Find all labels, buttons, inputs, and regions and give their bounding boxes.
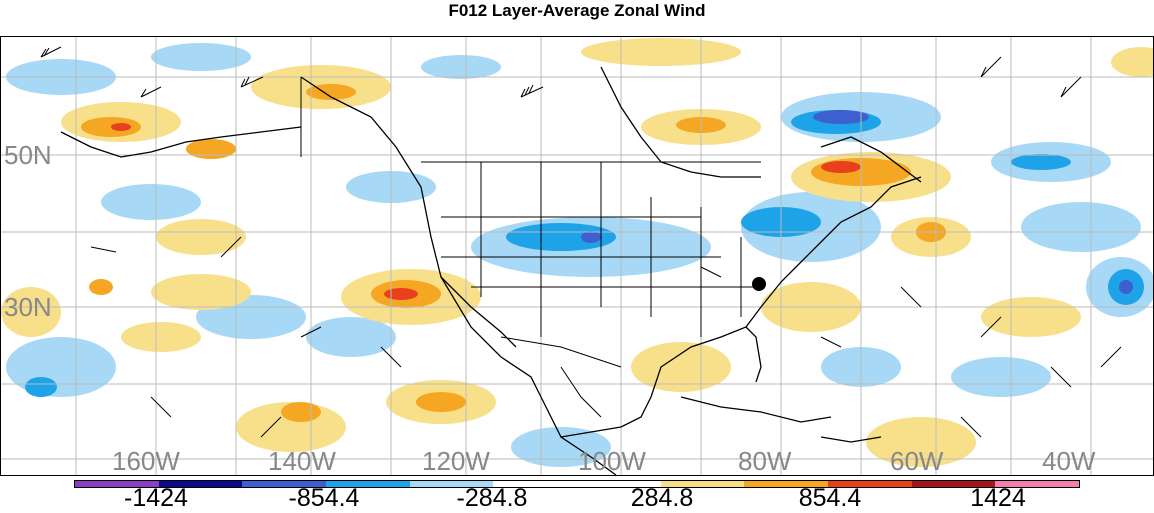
lon-label-60w: 60W — [890, 446, 944, 476]
colorbar-label: 1424 — [970, 484, 1026, 512]
graticule — [1, 37, 1153, 475]
colorbar-segment — [995, 481, 1080, 487]
colorbar-label: -284.8 — [456, 484, 528, 512]
lon-label-80w: 80W — [738, 446, 792, 476]
colorbar — [74, 480, 1080, 488]
colorbar-segment — [577, 481, 661, 487]
location-marker — [752, 277, 766, 291]
map-canvas — [1, 37, 1153, 475]
colorbar-segment — [75, 481, 159, 487]
lon-label-140w: 140W — [268, 446, 336, 476]
map-title: F012 Layer-Average Zonal Wind — [448, 1, 706, 20]
colorbar-segment — [911, 481, 996, 487]
wind-map — [0, 36, 1154, 476]
lat-label-30n: 30N — [4, 292, 52, 322]
positive-wind-peaks — [111, 123, 861, 300]
colorbar-label: 854.4 — [798, 484, 862, 512]
colorbar-label: -854.4 — [288, 484, 360, 512]
colorbar-segment — [744, 481, 829, 487]
colorbar-segment — [660, 481, 745, 487]
colorbar-label: 284.8 — [630, 484, 694, 512]
negative-wind-peaks — [581, 110, 1133, 294]
colorbar-segment — [158, 481, 243, 487]
lon-label-160w: 160W — [112, 446, 180, 476]
wind-barbs — [40, 46, 1122, 438]
lon-label-40w: 40W — [1042, 446, 1096, 476]
colorbar-segment — [242, 481, 327, 487]
colorbar-segment — [409, 481, 494, 487]
coastlines — [60, 66, 922, 475]
lon-label-100w: 100W — [578, 446, 646, 476]
colorbar-segment — [326, 481, 410, 487]
colorbar-segment — [493, 481, 578, 487]
lat-label-50n: 50N — [4, 140, 52, 170]
negative-wind-patches — [6, 43, 1153, 467]
political-borders — [300, 77, 761, 418]
colorbar-segment — [828, 481, 912, 487]
lon-label-120w: 120W — [422, 446, 490, 476]
colorbar-label: -1424 — [124, 484, 188, 512]
